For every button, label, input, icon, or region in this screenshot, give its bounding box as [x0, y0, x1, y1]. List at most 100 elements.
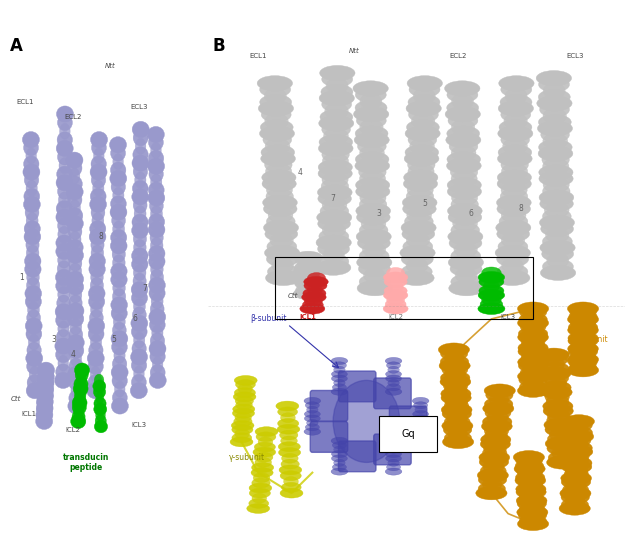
Ellipse shape — [93, 180, 104, 196]
Ellipse shape — [89, 229, 106, 245]
Ellipse shape — [551, 446, 571, 460]
Text: 5: 5 — [422, 199, 427, 208]
Ellipse shape — [331, 437, 348, 444]
Ellipse shape — [27, 342, 41, 358]
Ellipse shape — [518, 476, 543, 490]
Ellipse shape — [251, 468, 273, 477]
Ellipse shape — [486, 389, 513, 402]
Ellipse shape — [37, 389, 54, 405]
Ellipse shape — [519, 468, 541, 481]
Ellipse shape — [150, 198, 163, 214]
Ellipse shape — [133, 147, 148, 163]
Ellipse shape — [26, 180, 37, 196]
Ellipse shape — [112, 339, 127, 355]
Ellipse shape — [334, 366, 345, 373]
Ellipse shape — [59, 158, 70, 174]
Ellipse shape — [113, 221, 124, 237]
Ellipse shape — [91, 204, 105, 221]
Ellipse shape — [388, 379, 399, 386]
Ellipse shape — [295, 255, 321, 267]
Ellipse shape — [133, 164, 148, 180]
Ellipse shape — [150, 238, 163, 253]
Text: ECL1: ECL1 — [249, 53, 267, 59]
Ellipse shape — [543, 134, 568, 149]
Ellipse shape — [564, 468, 589, 481]
Ellipse shape — [358, 139, 386, 154]
Ellipse shape — [23, 140, 38, 156]
Ellipse shape — [331, 375, 348, 382]
Ellipse shape — [110, 271, 127, 288]
Ellipse shape — [110, 162, 126, 178]
Ellipse shape — [148, 190, 165, 206]
Ellipse shape — [360, 119, 383, 135]
FancyBboxPatch shape — [374, 378, 411, 409]
Ellipse shape — [235, 379, 256, 390]
Ellipse shape — [238, 384, 252, 393]
Ellipse shape — [110, 137, 126, 153]
Ellipse shape — [572, 329, 594, 342]
Ellipse shape — [68, 311, 84, 327]
Ellipse shape — [307, 419, 318, 426]
Ellipse shape — [448, 113, 478, 128]
Ellipse shape — [54, 372, 72, 389]
Ellipse shape — [69, 287, 82, 303]
Ellipse shape — [516, 459, 544, 473]
Ellipse shape — [27, 245, 39, 261]
Ellipse shape — [38, 367, 54, 383]
Ellipse shape — [412, 428, 429, 435]
Ellipse shape — [111, 305, 127, 322]
Ellipse shape — [522, 337, 545, 351]
Ellipse shape — [39, 410, 50, 426]
Ellipse shape — [357, 235, 391, 251]
Ellipse shape — [38, 390, 51, 407]
Ellipse shape — [304, 428, 321, 435]
Ellipse shape — [321, 84, 353, 100]
Ellipse shape — [384, 286, 407, 296]
Ellipse shape — [445, 132, 481, 148]
Ellipse shape — [403, 176, 438, 191]
Ellipse shape — [57, 166, 73, 182]
Ellipse shape — [449, 281, 484, 296]
Ellipse shape — [320, 204, 349, 219]
Ellipse shape — [249, 499, 269, 508]
Ellipse shape — [482, 477, 502, 491]
Ellipse shape — [94, 397, 106, 410]
Ellipse shape — [22, 131, 39, 148]
Ellipse shape — [362, 242, 386, 257]
Ellipse shape — [321, 178, 349, 193]
Ellipse shape — [496, 220, 531, 235]
Ellipse shape — [232, 425, 253, 434]
Ellipse shape — [23, 164, 40, 180]
Ellipse shape — [451, 222, 480, 238]
Ellipse shape — [386, 371, 401, 378]
Ellipse shape — [25, 261, 41, 277]
Ellipse shape — [56, 201, 73, 216]
Ellipse shape — [517, 316, 548, 330]
Ellipse shape — [151, 293, 163, 309]
Text: transducin
peptide: transducin peptide — [62, 453, 109, 472]
Ellipse shape — [442, 363, 468, 377]
Ellipse shape — [359, 197, 387, 212]
Ellipse shape — [255, 427, 278, 437]
Ellipse shape — [318, 160, 353, 175]
Ellipse shape — [28, 334, 40, 350]
Ellipse shape — [111, 330, 128, 347]
Ellipse shape — [37, 395, 53, 411]
Text: ICL3: ICL3 — [500, 314, 516, 320]
Ellipse shape — [357, 281, 392, 296]
Ellipse shape — [91, 131, 107, 148]
Ellipse shape — [408, 94, 440, 110]
Ellipse shape — [96, 391, 103, 404]
Ellipse shape — [74, 377, 88, 391]
Ellipse shape — [384, 290, 408, 301]
Ellipse shape — [503, 138, 528, 154]
Ellipse shape — [131, 290, 148, 306]
Ellipse shape — [545, 358, 564, 371]
Ellipse shape — [411, 113, 435, 129]
Ellipse shape — [68, 335, 85, 350]
Ellipse shape — [498, 76, 534, 91]
Ellipse shape — [487, 411, 508, 424]
Ellipse shape — [408, 164, 434, 179]
Ellipse shape — [440, 347, 468, 360]
Ellipse shape — [542, 152, 569, 167]
